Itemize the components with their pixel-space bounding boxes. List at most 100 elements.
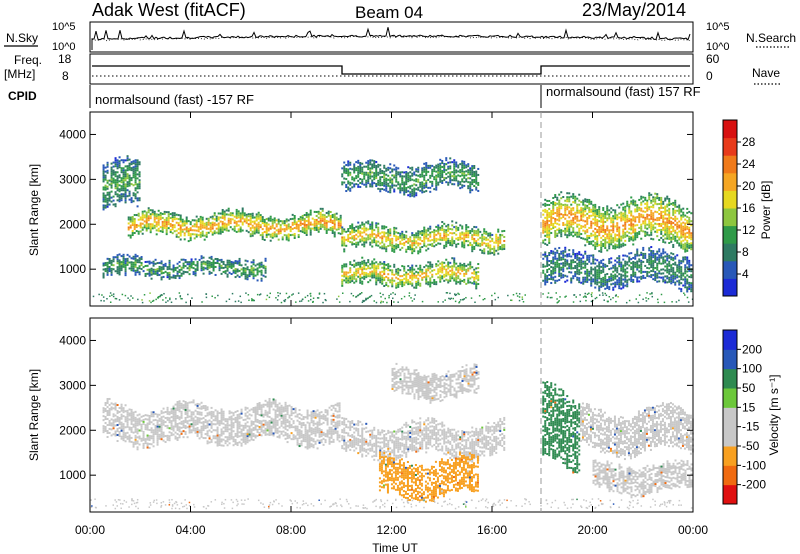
power-cell bbox=[570, 195, 573, 198]
power-cell bbox=[584, 280, 587, 283]
power-cell bbox=[636, 224, 639, 227]
power-cell bbox=[279, 230, 282, 233]
power-cell bbox=[108, 195, 111, 198]
power-cell bbox=[628, 278, 631, 281]
power-cell bbox=[658, 202, 661, 205]
power-cell bbox=[439, 236, 442, 239]
power-cell bbox=[618, 232, 621, 235]
power-cell bbox=[381, 241, 384, 244]
power-cell bbox=[369, 237, 372, 240]
power-cell bbox=[630, 252, 633, 255]
power-cell bbox=[552, 260, 555, 263]
power-cell bbox=[431, 263, 434, 266]
power-cell bbox=[230, 266, 233, 269]
power-cell bbox=[269, 219, 272, 222]
power-cell bbox=[624, 239, 627, 242]
power-cell bbox=[656, 229, 659, 232]
power-cell bbox=[293, 217, 296, 220]
power-cell bbox=[642, 276, 645, 279]
power-cell bbox=[244, 263, 247, 266]
power-cell bbox=[383, 260, 386, 263]
power-cell bbox=[588, 270, 591, 273]
power-cell bbox=[467, 269, 470, 272]
power-cell bbox=[333, 213, 336, 216]
power-cell bbox=[684, 284, 687, 287]
power-cell bbox=[592, 210, 595, 213]
power-cell bbox=[606, 207, 609, 210]
power-cell bbox=[485, 230, 488, 233]
power-cell bbox=[355, 245, 358, 248]
power-cell bbox=[443, 275, 446, 278]
power-cell bbox=[423, 190, 426, 193]
power-cell bbox=[319, 207, 322, 210]
power-cell bbox=[202, 268, 205, 271]
power-cell bbox=[576, 225, 579, 228]
power-cell bbox=[159, 216, 162, 219]
power-cell bbox=[327, 212, 330, 215]
power-cell bbox=[676, 241, 679, 244]
power-cell bbox=[473, 247, 476, 250]
power-cell bbox=[271, 222, 274, 225]
power-cell bbox=[477, 230, 480, 233]
power-cell bbox=[600, 226, 603, 229]
power-cell bbox=[383, 227, 386, 230]
power-cell bbox=[325, 215, 328, 218]
power-cell bbox=[652, 264, 655, 267]
power-cell bbox=[592, 256, 595, 259]
power-cell bbox=[325, 219, 328, 222]
power-cell bbox=[594, 243, 597, 246]
power-cell bbox=[124, 274, 127, 277]
power-cell bbox=[604, 228, 607, 231]
power-cell bbox=[662, 214, 665, 217]
power-cell bbox=[594, 241, 597, 244]
power-cell bbox=[582, 237, 585, 240]
power-cell bbox=[620, 219, 623, 222]
power-cell bbox=[403, 242, 406, 245]
power-cell bbox=[144, 264, 147, 267]
power-cell bbox=[325, 227, 328, 230]
power-cell bbox=[285, 218, 288, 221]
power-cell bbox=[489, 236, 492, 239]
power-cell bbox=[227, 221, 230, 224]
power-cell bbox=[580, 237, 583, 240]
power-cell bbox=[159, 212, 162, 215]
power-cell bbox=[385, 263, 388, 266]
power-cell bbox=[686, 211, 689, 214]
power-cell bbox=[586, 216, 589, 219]
power-cell bbox=[383, 247, 386, 250]
power-cell bbox=[630, 196, 633, 199]
power-cell bbox=[630, 228, 633, 231]
power-cell bbox=[469, 231, 472, 234]
power-cell bbox=[433, 229, 436, 232]
power-cell bbox=[371, 163, 374, 166]
power-cell bbox=[419, 274, 422, 277]
power-cell bbox=[562, 256, 565, 259]
power-cell bbox=[556, 228, 559, 231]
power-cell bbox=[632, 280, 635, 283]
power-cell bbox=[397, 271, 400, 274]
power-cell bbox=[375, 242, 378, 245]
power-cell bbox=[235, 224, 238, 227]
power-cell bbox=[644, 210, 647, 213]
power-cell bbox=[495, 239, 498, 242]
power-cell bbox=[690, 286, 693, 289]
cpid-panel: CPID normalsound (fast) -157 RF normalso… bbox=[8, 84, 701, 108]
power-cell bbox=[184, 259, 187, 262]
power-cell bbox=[584, 238, 587, 241]
power-cell bbox=[592, 278, 595, 281]
power-cell bbox=[110, 166, 113, 169]
power-cell bbox=[126, 261, 129, 264]
power-cell bbox=[373, 266, 376, 269]
power-cell bbox=[443, 162, 446, 165]
power-cell bbox=[353, 177, 356, 180]
power-cell bbox=[194, 270, 197, 273]
power-cell bbox=[423, 226, 426, 229]
power-cell bbox=[443, 267, 446, 270]
power-cell bbox=[546, 213, 549, 216]
power-cell bbox=[457, 166, 460, 169]
power-cell bbox=[401, 171, 404, 174]
power-cell bbox=[584, 198, 587, 201]
power-cell bbox=[122, 187, 125, 190]
power-cell bbox=[566, 214, 569, 217]
power-cell bbox=[243, 218, 246, 221]
